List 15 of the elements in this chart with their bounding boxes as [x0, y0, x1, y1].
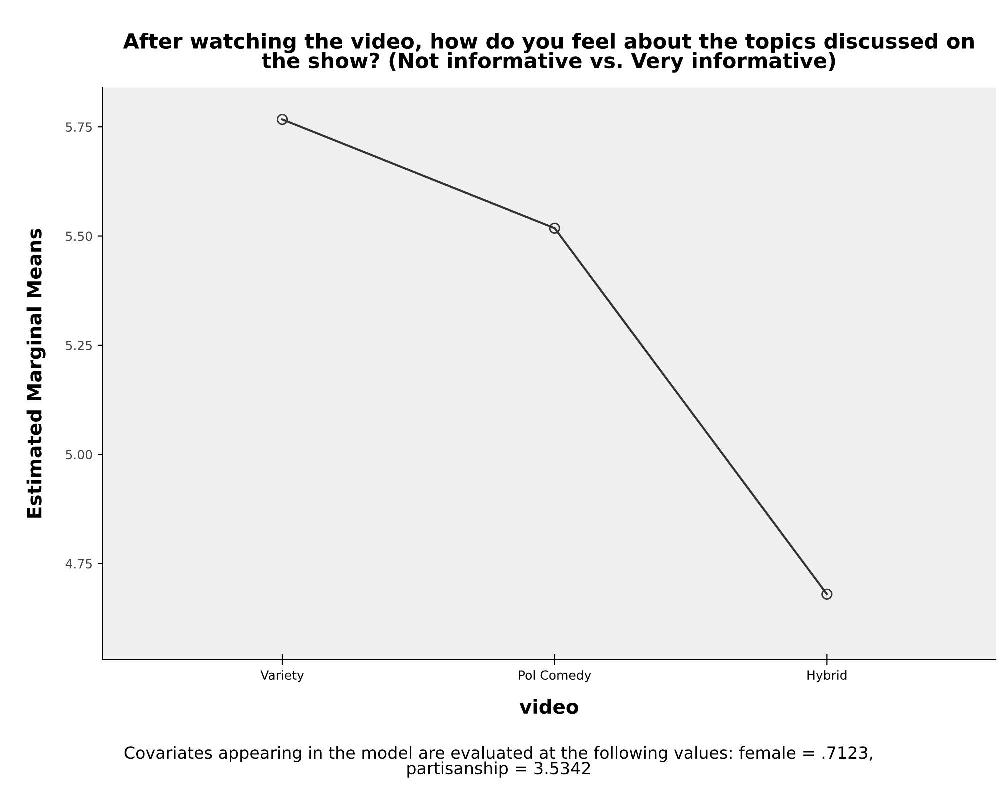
y-tick-label: 5.75 — [66, 122, 92, 132]
y-tick-label: 4.75 — [66, 559, 92, 569]
text: Covariates appearing in the model are evaluated at the following values: female = .7123, partisanship = 3.5342 — [124, 746, 872, 778]
point — [822, 588, 833, 600]
y-tick-label: 5.50 — [66, 232, 92, 242]
x-tick-label: Hybrid — [808, 670, 847, 682]
x-tick-label: Variety — [260, 670, 304, 682]
y-tick-label: 5.00 — [66, 450, 92, 460]
point — [276, 114, 288, 126]
x-axis-title: video — [520, 699, 578, 714]
point — [549, 222, 560, 234]
chart-title: After watching the video, how do you feel about the topics discussed on the show? (Not informative vs. Very informative) — [123, 32, 974, 73]
y-tick-label: 5.25 — [66, 340, 92, 350]
x-tick-label: Pol Comedy — [519, 670, 592, 682]
y-axis-title: Estimated Marginal Means — [26, 229, 46, 518]
